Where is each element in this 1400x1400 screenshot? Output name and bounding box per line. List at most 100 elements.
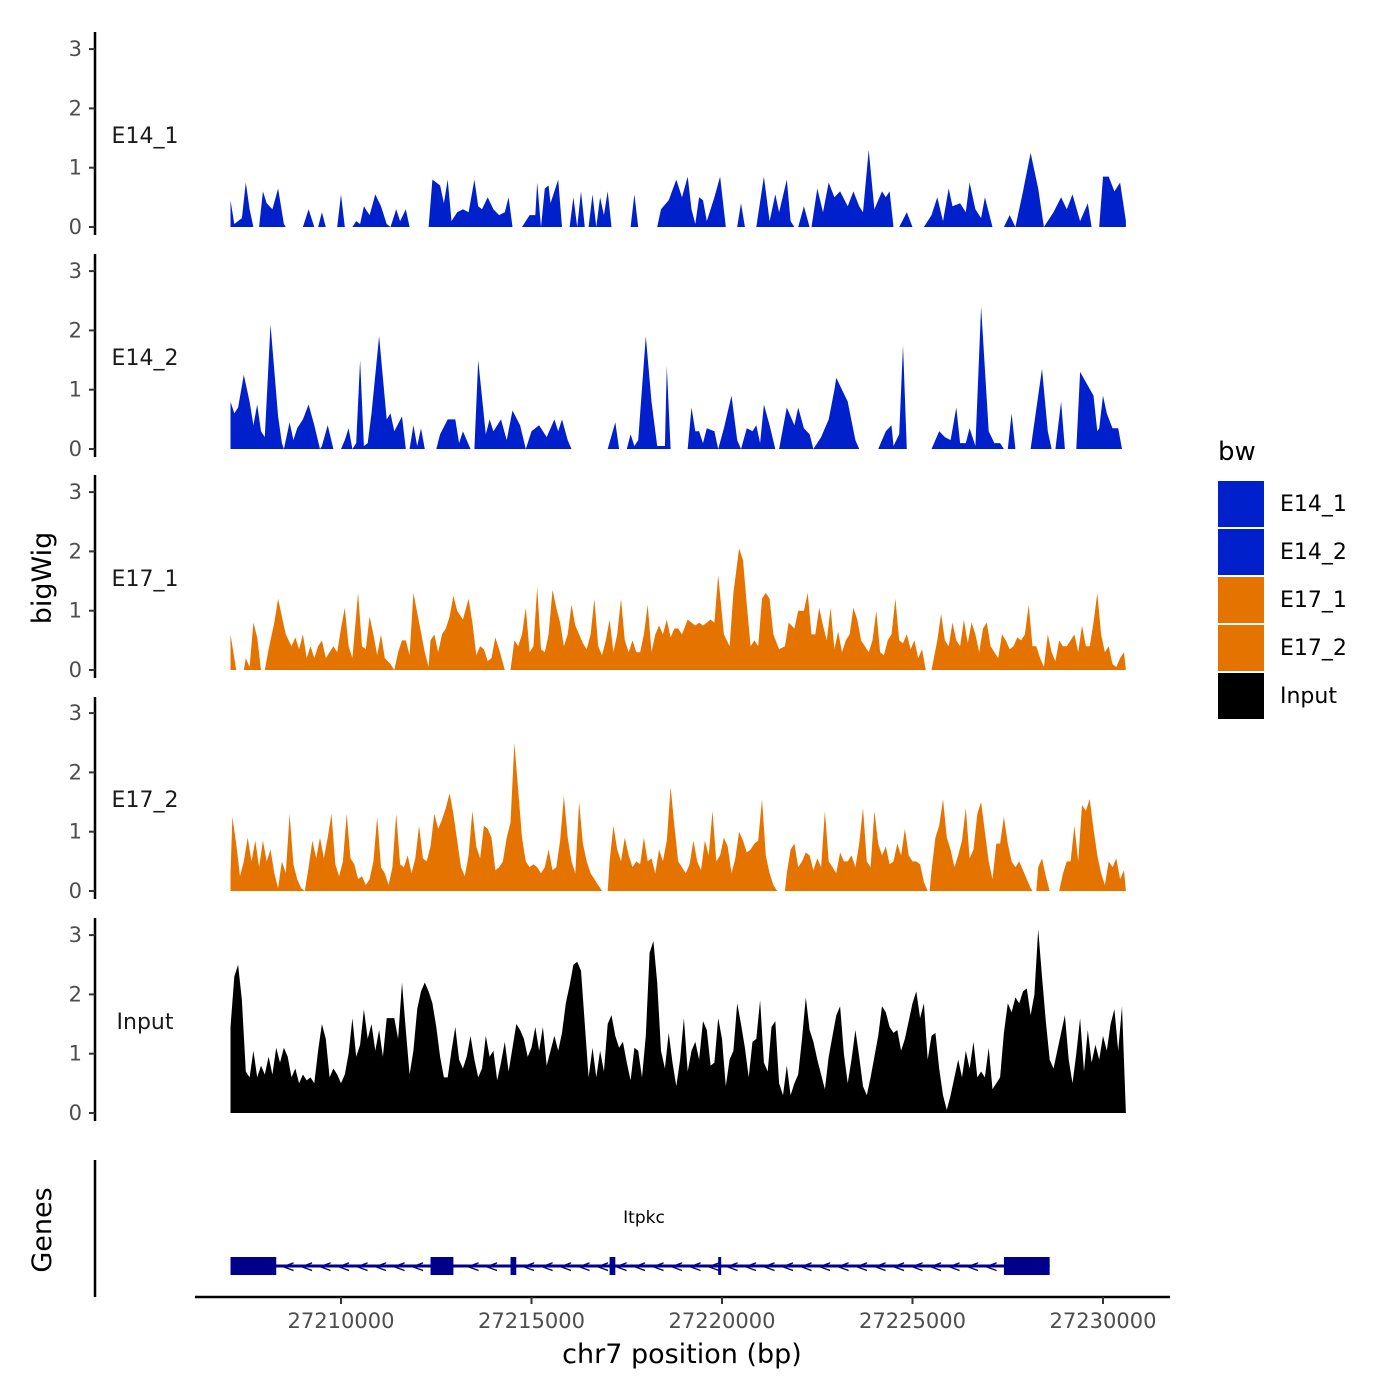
strand-arrow: <	[818, 1257, 832, 1277]
y-tick-label: 3	[69, 701, 82, 725]
y-tick-label: 3	[69, 259, 82, 283]
coverage-tracks: 0 1 2 3 E14_1 0 1 2 3 E14_2 0 1 2 3 E17_1 0 1 2 3 E17_2 0 1 2 3…	[69, 32, 1126, 1125]
legend-key-e17-2	[1218, 625, 1264, 671]
y-tick-label: 0	[69, 879, 82, 903]
strand-arrow: <	[337, 1257, 351, 1277]
strand-arrow: <	[559, 1257, 573, 1277]
legend-key-input	[1218, 673, 1264, 719]
strand-arrow: <	[392, 1257, 406, 1277]
coverage-area	[230, 306, 1122, 449]
strand-arrow: <	[688, 1257, 702, 1277]
strand-arrow: <	[744, 1257, 758, 1277]
gene-name-label: Itpkc	[623, 1208, 665, 1228]
legend-key-e17-1	[1218, 577, 1264, 623]
strand-arrow: <	[355, 1257, 369, 1277]
strand-arrow: <	[466, 1257, 480, 1277]
legend-label: E14_2	[1280, 540, 1347, 565]
strand-arrow: <	[799, 1257, 813, 1277]
gene-exon	[230, 1257, 277, 1275]
legend-key-e14-2	[1218, 529, 1264, 575]
y-tick-label: 1	[69, 1042, 82, 1066]
y-tick-label: 0	[69, 1101, 82, 1125]
y-tick-label: 0	[69, 658, 82, 682]
x-tick-label: 27215000	[478, 1309, 585, 1333]
y-tick-label: 2	[69, 96, 82, 120]
y-tick-label: 2	[69, 982, 82, 1006]
strand-arrow: <	[781, 1257, 795, 1277]
legend-label: Input	[1280, 684, 1337, 709]
strand-arrow: <	[300, 1257, 314, 1277]
strand-arrow: <	[670, 1257, 684, 1277]
y-tick-label: 1	[69, 820, 82, 844]
strand-arrow: <	[910, 1257, 924, 1277]
track-label: E17_1	[112, 567, 179, 592]
strand-arrow: <	[651, 1257, 665, 1277]
strand-arrow: <	[633, 1257, 647, 1277]
track-label: E14_1	[112, 124, 179, 149]
track-label: E14_2	[112, 346, 179, 371]
coverage-area	[230, 149, 1126, 227]
strand-arrow: <	[855, 1257, 869, 1277]
strand-arrow: <	[725, 1257, 739, 1277]
track-label: Input	[117, 1010, 174, 1035]
coverage-area	[230, 742, 1126, 891]
coverage-area	[230, 929, 1126, 1113]
strand-arrow: <	[947, 1257, 961, 1277]
x-axis: 27210000 27215000 27220000 27225000 27230000	[195, 1295, 1170, 1333]
gene-exon	[430, 1257, 454, 1275]
strand-arrow: <	[374, 1257, 388, 1277]
strand-arrow: <	[966, 1257, 980, 1277]
strand-arrow: <	[411, 1257, 425, 1277]
gene-exon	[609, 1257, 616, 1275]
gene-exon	[718, 1257, 722, 1275]
strand-arrow: <	[836, 1257, 850, 1277]
y-tick-label: 0	[69, 437, 82, 461]
strand-arrow: <	[485, 1257, 499, 1277]
y-tick-label: 3	[69, 923, 82, 947]
y-tick-label: 3	[69, 480, 82, 504]
strand-arrow: <	[577, 1257, 591, 1277]
track-e14-2: 0 1 2 3 E14_2	[69, 254, 1122, 461]
legend: bw E14_1 E14_2 E17_1 E17_2 Input	[1218, 437, 1347, 719]
y-tick-label: 2	[69, 539, 82, 563]
y-tick-label: 0	[69, 215, 82, 239]
strand-arrow: <	[873, 1257, 887, 1277]
strand-arrow: <	[762, 1257, 776, 1277]
coverage-area	[230, 548, 1126, 670]
y-tick-label: 1	[69, 156, 82, 180]
y-tick-label: 2	[69, 760, 82, 784]
strand-arrow: <	[540, 1257, 554, 1277]
gene-exon	[1003, 1257, 1050, 1275]
strand-arrow: <	[318, 1257, 332, 1277]
y-tick-label: 1	[69, 378, 82, 402]
legend-label: E14_1	[1280, 492, 1347, 517]
legend-label: E17_2	[1280, 636, 1347, 661]
genes-axis-title: Genes	[27, 1187, 58, 1272]
track-label: E17_2	[112, 788, 179, 813]
y-axis-title: bigWig	[27, 532, 58, 625]
legend-key-e14-1	[1218, 481, 1264, 527]
track-e17-2: 0 1 2 3 E17_2	[69, 697, 1126, 903]
strand-arrow: <	[984, 1257, 998, 1277]
legend-label: E17_1	[1280, 588, 1347, 613]
gene-exon	[510, 1257, 517, 1275]
legend-title: bw	[1218, 437, 1256, 467]
x-axis-title: chr7 position (bp)	[562, 1339, 802, 1370]
track-e14-1: 0 1 2 3 E14_1	[69, 32, 1126, 239]
y-tick-label: 3	[69, 37, 82, 61]
track-input: 0 1 2 3 Input	[69, 918, 1126, 1125]
track-e17-1: 0 1 2 3 E17_1	[69, 475, 1126, 682]
strand-arrow: <	[929, 1257, 943, 1277]
y-tick-label: 1	[69, 599, 82, 623]
x-tick-label: 27225000	[859, 1309, 966, 1333]
strand-arrow: <	[522, 1257, 536, 1277]
x-tick-label: 27230000	[1050, 1309, 1157, 1333]
gene-track: < < < < < < < < < < < < < < < < < < < < < < < < < < < < < < < < < < < <Itpk…	[93, 1160, 1050, 1297]
strand-arrow: <	[892, 1257, 906, 1277]
strand-arrow: <	[596, 1257, 610, 1277]
strand-arrow: <	[614, 1257, 628, 1277]
x-tick-label: 27210000	[288, 1309, 395, 1333]
strand-arrow: <	[707, 1257, 721, 1277]
x-tick-label: 27220000	[669, 1309, 776, 1333]
